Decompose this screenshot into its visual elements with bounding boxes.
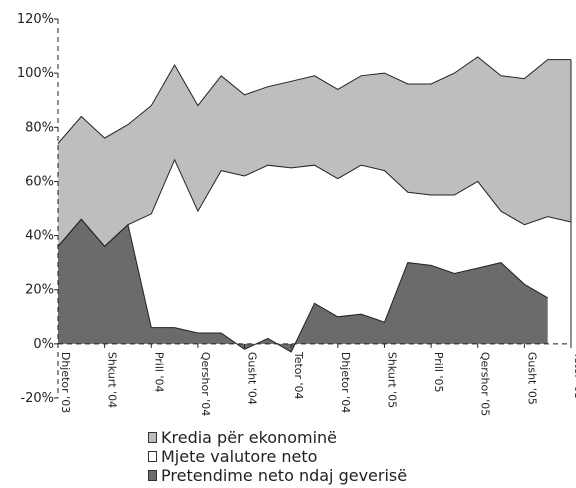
legend-swatch-net-claims-government [148,470,157,481]
y-tick-label: 40% [25,229,54,244]
area-pretendime-neto-ndaj-geverise [58,219,548,352]
x-tick-label: Gusht '05 [525,352,538,405]
area-kredia-per-ekonomine [58,56,571,247]
legend-swatch-credit [148,432,157,443]
x-tick-label: Prill '04 [152,352,165,393]
x-tick-label: Qershor '05 [479,352,492,416]
y-tick-label: 0% [33,337,54,352]
legend-swatch-net-foreign-assets [148,451,157,462]
y-axis-ticks: 120% 100% 80% 60% 40% 20% 0% -20% [17,12,58,406]
line-kredia-per-ekonomine [57,56,571,144]
legend-item-net-foreign-assets: Mjete valutore neto [148,447,407,466]
x-tick-label: Tetor '04 [292,351,305,400]
y-tick-label: 60% [25,174,54,189]
x-axis-ticks: Dhjetor '03 Shkurt '04 Prill '04 Qershor '0… [57,343,576,416]
x-tick-label: Shkurt '04 [106,352,119,408]
chart-axes [57,19,571,398]
area-mjete-valutore-neto [58,159,571,352]
y-tick-label: 80% [25,120,54,135]
line-pretendime-neto-ndaj-geverise [57,218,548,353]
line-mjete-valutore-neto [57,158,572,248]
x-tick-label: Gusht '04 [246,352,259,405]
legend-item-net-claims-government: Pretendime neto ndaj geverisë [148,466,407,485]
chart-legend: Kredia për ekonominë Mjete valutore neto… [148,428,407,485]
legend-label-net-claims-government: Pretendime neto ndaj geverisë [161,466,408,485]
legend-item-credit: Kredia për ekonominë [148,428,407,447]
x-tick-label: Dhjetor '03 [59,352,72,413]
x-tick-label: Prill '05 [432,352,445,393]
y-tick-label: 20% [25,283,54,298]
x-tick-label: Shkurt '05 [385,352,398,408]
chart-areas [57,56,572,353]
x-tick-label: Tetor '05 [572,351,576,400]
legend-label-credit: Kredia për ekonominë [161,428,337,447]
y-tick-label: 120% [17,12,54,27]
y-tick-label: -20% [20,391,54,406]
x-tick-label: Qershor '04 [199,352,212,416]
legend-label-net-foreign-assets: Mjete valutore neto [161,447,318,466]
y-tick-label: 100% [17,66,54,81]
x-tick-label: Dhjetor '04 [339,352,352,413]
